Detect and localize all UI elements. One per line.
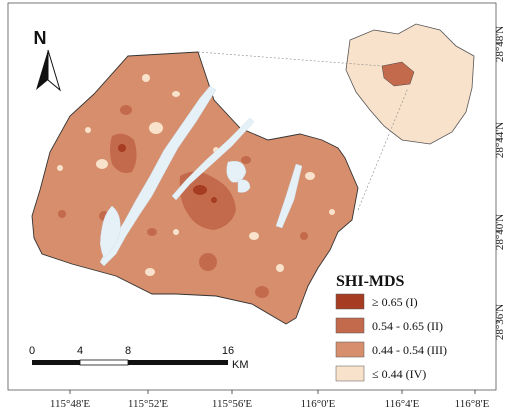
north-arrow: N: [34, 28, 61, 92]
class-ii-patch: [58, 210, 66, 218]
inset-study-area: [381, 61, 415, 87]
latitude-axis: 28°48'N 28°44'N 28°40'N 28°36'N: [494, 26, 506, 340]
class-iv-patch: [142, 74, 150, 82]
north-arrow-letter: N: [34, 28, 47, 48]
legend-item: ≤ 0.44 (IV): [335, 365, 426, 382]
class-iv-patch: [96, 159, 108, 169]
class-ii-patch: [241, 156, 251, 164]
scale-label-4: 4: [77, 345, 83, 357]
class-iv-patch: [329, 209, 335, 215]
north-arrow-right: [47, 49, 61, 92]
scale-label-8: 8: [125, 345, 131, 357]
legend-label: 0.44 - 0.54 (III): [372, 343, 447, 357]
legend-swatch: [335, 317, 365, 334]
inset-map: [197, 23, 475, 211]
class-ii-patch: [300, 232, 308, 240]
lake-small: [237, 179, 251, 193]
scale-segment: [32, 360, 80, 365]
legend-item: ≥ 0.65 (I): [335, 293, 418, 310]
legend-label: 0.54 - 0.65 (II): [372, 319, 443, 333]
class-iv-patch: [173, 229, 179, 235]
class-iv-patch: [57, 165, 63, 171]
class-ii-patch: [179, 171, 236, 230]
class-ii-patch: [199, 253, 217, 271]
scale-bar: 0 4 8 16 KM: [29, 345, 249, 371]
lon-tick-label: 115°48'E: [50, 398, 90, 410]
class-i-patch: [193, 185, 207, 195]
lake-west: [100, 205, 121, 259]
north-arrow-left: [36, 50, 48, 90]
lat-tick-label: 28°40'N: [494, 214, 506, 250]
class-i-patches: [118, 144, 217, 203]
class-ii-patch: [120, 105, 132, 115]
class-ii-patch: [110, 133, 137, 173]
study-area: [31, 51, 359, 325]
lon-tick-label: 115°52'E: [128, 398, 168, 410]
legend-swatch: [335, 293, 365, 310]
lat-tick-label: 28°48'N: [494, 26, 506, 62]
water-bodies: [99, 85, 303, 267]
scale-segment: [79, 359, 129, 366]
legend-label: ≤ 0.44 (IV): [372, 367, 426, 381]
inset-connector-top: [197, 51, 383, 67]
legend-swatch: [335, 365, 365, 382]
lat-tick-label: 28°36'N: [494, 304, 506, 340]
legend-label: ≥ 0.65 (I): [372, 295, 418, 309]
legend: SHI-MDS ≥ 0.65 (I) 0.54 - 0.65 (II) 0.44…: [335, 273, 447, 382]
class-iv-patch: [149, 122, 163, 134]
class-iv-patch: [172, 91, 180, 97]
class-iv-patch: [85, 127, 91, 133]
legend-title: SHI-MDS: [336, 273, 405, 290]
lon-tick-label: 115°56'E: [212, 398, 252, 410]
river-east: [275, 163, 303, 229]
inset-connector-bottom: [357, 87, 409, 211]
class-iv-patch: [249, 232, 259, 240]
class-ii-patches: [58, 105, 308, 298]
class-ii-patch: [147, 228, 157, 236]
class-ii-patch: [255, 286, 269, 298]
scale-label-16: 16: [222, 345, 234, 357]
class-i-patch: [118, 144, 126, 152]
legend-item: 0.44 - 0.54 (III): [335, 341, 447, 358]
scale-label-0: 0: [29, 345, 35, 357]
scale-segment: [128, 360, 228, 365]
river-main: [99, 85, 217, 267]
legend-swatch: [335, 341, 365, 358]
class-iv-patch: [276, 264, 284, 272]
longitude-axis: 115°48'E 115°52'E 115°56'E 116°0'E 116°4…: [50, 390, 490, 410]
class-iv-patch: [145, 268, 155, 276]
lon-tick-label: 116°0'E: [301, 398, 336, 410]
class-i-patch: [211, 197, 217, 203]
legend-item: 0.54 - 0.65 (II): [335, 317, 443, 334]
river-branch: [171, 117, 255, 201]
scale-unit: KM: [232, 359, 249, 371]
lon-tick-label: 116°4'E: [385, 398, 420, 410]
lat-tick-label: 28°44'N: [494, 122, 506, 158]
lon-tick-label: 116°8'E: [455, 398, 490, 410]
class-iv-patch: [305, 172, 315, 180]
